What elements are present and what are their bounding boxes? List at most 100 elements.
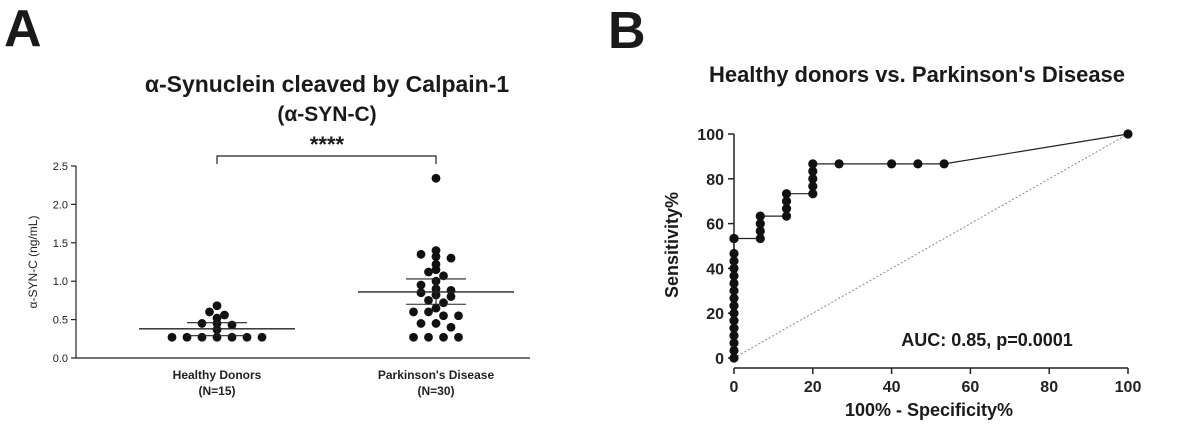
roc-point (939, 159, 949, 169)
data-point (212, 332, 222, 342)
x-tick-label: 60 (962, 379, 980, 396)
significance-label: **** (310, 132, 345, 157)
roc-point (729, 316, 739, 326)
roc-point (781, 196, 792, 206)
y-tick-label: 80 (706, 172, 724, 189)
panel-a-label: A (4, 0, 42, 58)
roc-point (755, 211, 765, 221)
y-tick-label: 60 (706, 217, 724, 234)
data-point (416, 288, 426, 298)
roc-point (729, 345, 739, 356)
data-point (431, 259, 441, 269)
roc-point (729, 331, 739, 341)
roc-point (729, 256, 739, 266)
data-point (220, 310, 229, 320)
data-point (431, 252, 441, 262)
data-point (431, 246, 441, 255)
data-point (424, 267, 433, 277)
data-point (431, 319, 441, 328)
chart-b-x-label: 100% - Specificity% (845, 400, 1013, 420)
y-tick-label: 100 (697, 127, 724, 144)
y-tick-label: 0 (715, 351, 724, 368)
x-tick-label: 40 (883, 379, 901, 396)
data-point (227, 320, 237, 330)
y-tick-label: 1.5 (53, 238, 68, 250)
roc-point (729, 323, 739, 333)
data-point (431, 303, 441, 313)
data-point (257, 332, 267, 342)
data-point (454, 311, 463, 321)
roc-point (808, 159, 818, 169)
roc-point (755, 233, 765, 244)
y-tick-label: 2.0 (53, 199, 68, 211)
roc-point (808, 189, 818, 199)
chart-b-plot: 0 20 40 60 80 100 0 20 40 60 80 100 Sensitivity% 10… (662, 127, 1141, 420)
data-point (439, 271, 448, 281)
roc-point (781, 189, 792, 199)
roc-point (729, 301, 739, 311)
roc-point (729, 248, 739, 259)
roc-point (729, 293, 739, 303)
data-point (416, 249, 426, 259)
data-point (446, 292, 456, 301)
data-point (242, 332, 252, 342)
x-tick-label: 20 (804, 379, 822, 396)
data-point (205, 307, 214, 317)
data-point (424, 296, 433, 305)
y-tick-label: 0.5 (53, 315, 68, 327)
chart-a-y-label: α-SYN-C (ng/mL) (26, 216, 40, 309)
roc-point (913, 159, 923, 169)
roc-point (834, 159, 844, 169)
data-point (446, 322, 456, 332)
significance-bracket (216, 155, 437, 164)
data-point (439, 332, 448, 342)
roc-point (729, 286, 739, 296)
data-point (167, 332, 177, 342)
data-point (446, 286, 456, 295)
data-point (197, 319, 207, 328)
data-point (424, 307, 433, 317)
category-label-parkinsons: Parkinson's Disease (378, 368, 495, 382)
x-tick-label: 100 (1115, 379, 1142, 396)
roc-point (808, 166, 818, 176)
y-tick-label: 20 (706, 306, 724, 323)
data-point (212, 313, 222, 323)
data-point (227, 332, 237, 342)
category-n-healthy: (N=15) (198, 384, 235, 398)
roc-point (755, 226, 765, 236)
x-tick-label: 80 (1040, 379, 1058, 396)
roc-point (781, 211, 792, 221)
roc-point (755, 219, 765, 229)
panel-b-label: B (608, 2, 646, 60)
roc-point (729, 338, 739, 348)
roc-point (729, 271, 739, 281)
roc-point (729, 233, 739, 244)
chart-a-plot: 0.00.51.01.52.02.5 α-SYN-C (ng/mL) **** … (26, 132, 530, 398)
data-point (439, 298, 448, 308)
chart-a-title: α-Synuclein cleaved by Calpain-1 (145, 71, 510, 97)
category-label-healthy: Healthy Donors (173, 368, 262, 382)
data-point (416, 280, 426, 290)
chart-a-subtitle: (α-SYN-C) (277, 103, 376, 126)
roc-point (808, 181, 818, 191)
data-point (416, 319, 426, 328)
chart-b-y-label: Sensitivity% (662, 192, 682, 298)
roc-point (1123, 129, 1133, 139)
data-point (197, 332, 207, 342)
data-point (182, 332, 192, 342)
data-point (409, 332, 418, 342)
roc-point (808, 174, 818, 184)
roc-point (729, 353, 739, 363)
auc-annotation: AUC: 0.85, p=0.0001 (901, 330, 1073, 350)
data-point (431, 173, 441, 183)
data-point (446, 253, 456, 263)
chart-b-title: Healthy donors vs. Parkinson's Disease (709, 62, 1125, 87)
y-tick-label: 40 (706, 261, 724, 278)
roc-point (781, 204, 792, 214)
data-point (212, 301, 222, 311)
data-point (454, 332, 463, 342)
category-n-parkinsons: (N=30) (417, 384, 454, 398)
roc-point (729, 263, 739, 273)
roc-point (729, 308, 739, 318)
